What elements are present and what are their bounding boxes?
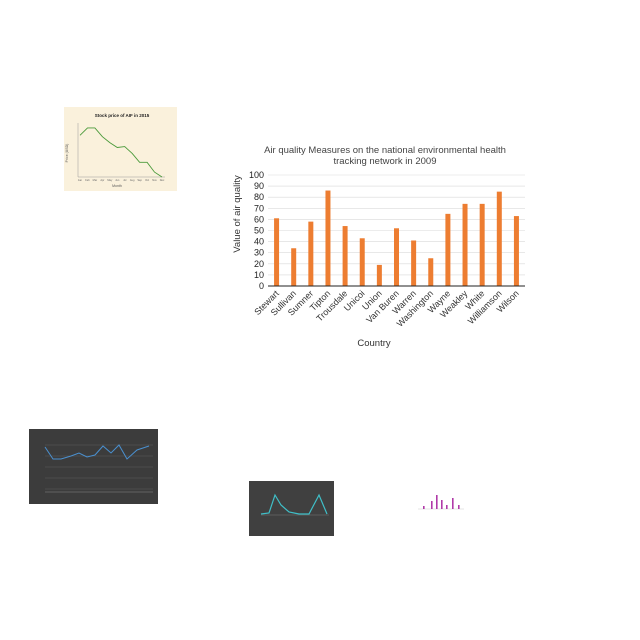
thumbnail-dark-line-chart bbox=[29, 429, 158, 504]
bar-williamson bbox=[496, 191, 502, 286]
stock-chart-marks: Jan Feb Mar Apr May Jun Jul Aug Sep Oct Nov Dec bbox=[78, 127, 165, 182]
y-tick-label: 40 bbox=[254, 237, 264, 247]
teal-line-chart-svg bbox=[260, 493, 329, 516]
bar-wayne bbox=[445, 213, 451, 286]
thumbnail-pink-bar-chart bbox=[414, 483, 466, 515]
main-chart-svg: Air quality Measures on the national env… bbox=[232, 145, 525, 349]
bar-union bbox=[376, 264, 382, 286]
pink-bar-series bbox=[423, 495, 460, 509]
stock-chart-svg: Stock price of AIF in 2015 Month Price (… bbox=[65, 113, 165, 188]
bar-unicoi bbox=[359, 238, 365, 286]
thumbnail-teal-line-chart bbox=[249, 481, 334, 536]
thumbnail-stock-price-chart: Stock price of AIF in 2015 Month Price (… bbox=[64, 107, 177, 191]
y-tick-label: 30 bbox=[254, 248, 264, 258]
dark-line-gridlines bbox=[45, 444, 153, 490]
teal-line-series bbox=[260, 493, 328, 515]
y-tick-label: 0 bbox=[259, 281, 264, 291]
y-tick-label: 20 bbox=[254, 259, 264, 269]
main-bar-chart: Air quality Measures on the national env… bbox=[228, 136, 528, 356]
bar-warren bbox=[411, 240, 417, 286]
bar-washington bbox=[428, 258, 434, 286]
chart-bars bbox=[274, 190, 519, 286]
bar-wilson bbox=[513, 216, 519, 286]
y-tick-label: 70 bbox=[254, 203, 264, 213]
y-tick-label: 60 bbox=[254, 214, 264, 224]
bar-white bbox=[479, 203, 485, 286]
stock-chart-ylabel: Price (USD) bbox=[65, 144, 69, 163]
chart-x-axis-label: Country bbox=[357, 338, 391, 349]
chart-x-ticks: StewartSullivanSumnerTiptonTrousdaleUnic… bbox=[252, 288, 521, 329]
stock-x-tick-label: Mar bbox=[93, 178, 98, 182]
dark-line-chart-svg bbox=[44, 444, 153, 493]
stock-x-tick-label: Feb bbox=[85, 178, 90, 182]
y-tick-label: 10 bbox=[254, 270, 264, 280]
y-tick-label: 50 bbox=[254, 226, 264, 236]
y-tick-label: 90 bbox=[254, 181, 264, 191]
stock-x-tick-label: Dec bbox=[160, 178, 165, 182]
pink-bar-chart-svg bbox=[418, 495, 464, 510]
chart-title-line2: tracking network in 2009 bbox=[334, 156, 437, 167]
y-tick-label: 80 bbox=[254, 192, 264, 202]
bar-trousdale bbox=[342, 226, 348, 286]
bar-tipton bbox=[325, 190, 331, 286]
chart-y-axis-label: Value of air quality bbox=[232, 175, 243, 253]
bar-sullivan bbox=[291, 248, 297, 286]
bar-stewart bbox=[274, 218, 280, 286]
stock-chart-title: Stock price of AIF in 2015 bbox=[95, 113, 150, 118]
stock-x-tick-label: Nov bbox=[152, 178, 157, 182]
stock-price-line bbox=[79, 127, 163, 178]
stock-x-tick-label: Oct bbox=[145, 178, 149, 182]
stock-x-tick-label: May bbox=[107, 178, 113, 182]
stock-x-tick-label: Aug bbox=[130, 178, 135, 182]
stock-x-tick-label: Jun bbox=[115, 178, 120, 182]
bar-sumner bbox=[308, 221, 314, 286]
stock-x-tick-label: Sep bbox=[137, 178, 142, 182]
y-tick-label: 100 bbox=[249, 170, 264, 180]
stock-x-tick-label: Jan bbox=[78, 178, 83, 182]
stock-chart-xlabel: Month bbox=[112, 184, 122, 188]
stock-x-tick-label: Jul bbox=[123, 178, 127, 182]
dark-line-series bbox=[44, 444, 150, 460]
stock-x-tick-label: Apr bbox=[100, 178, 104, 182]
chart-title-line1: Air quality Measures on the national env… bbox=[264, 145, 506, 156]
bar-weakley bbox=[462, 203, 468, 286]
bar-van-buren bbox=[394, 228, 399, 286]
